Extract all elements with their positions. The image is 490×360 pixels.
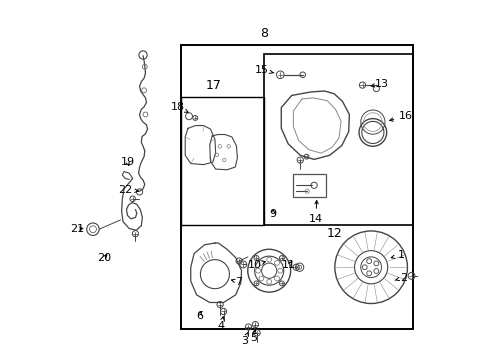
Text: 20: 20 <box>97 253 111 263</box>
Text: 9: 9 <box>269 209 276 219</box>
Text: 15: 15 <box>254 64 274 75</box>
Text: 7: 7 <box>232 277 243 287</box>
Text: 6: 6 <box>196 311 203 321</box>
Bar <box>264 54 413 225</box>
Text: 11: 11 <box>282 260 296 270</box>
Text: 8: 8 <box>260 27 268 40</box>
Bar <box>181 45 413 329</box>
Text: 19: 19 <box>121 157 135 167</box>
Text: 1: 1 <box>391 250 405 260</box>
Text: 14: 14 <box>309 201 323 224</box>
Text: 16: 16 <box>390 111 413 121</box>
Text: 10: 10 <box>247 260 266 270</box>
Text: 4: 4 <box>217 317 224 331</box>
Text: 13: 13 <box>371 79 389 89</box>
Text: 5: 5 <box>250 330 257 343</box>
Text: 3: 3 <box>241 333 248 346</box>
Text: 17: 17 <box>206 78 222 91</box>
Text: 18: 18 <box>171 102 188 112</box>
Bar <box>293 174 325 197</box>
Text: 12: 12 <box>327 227 343 240</box>
Bar <box>181 97 264 225</box>
Text: 21: 21 <box>70 224 84 234</box>
Text: 2: 2 <box>395 273 408 283</box>
Text: 22: 22 <box>119 185 139 195</box>
